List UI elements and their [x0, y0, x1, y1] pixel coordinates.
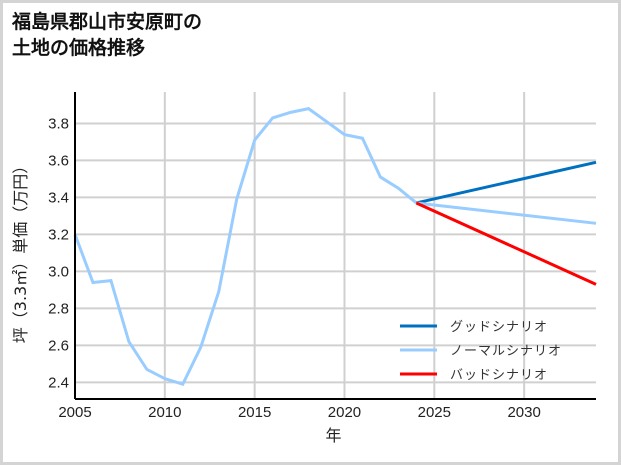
legend-label: ノーマルシナリオ — [450, 344, 562, 359]
y-tick-label: 2.6 — [48, 337, 69, 354]
y-tick-label: 3.4 — [48, 189, 69, 206]
y-tick-label: 3.2 — [48, 226, 69, 243]
x-axis-label: 年 — [325, 426, 341, 445]
chart-title-line2: 土地の価格推移 — [12, 37, 146, 59]
scenario-line — [416, 160, 597, 205]
y-axis-label: 坪（3.3㎡）単価（万円） — [11, 158, 30, 343]
scenario-line — [416, 201, 597, 225]
x-tick-label: 2015 — [238, 404, 271, 421]
x-tick-label: 2020 — [328, 404, 361, 421]
y-tick-label: 3.8 — [48, 115, 69, 132]
y-tick-label: 2.8 — [48, 300, 69, 317]
x-tick-label: 2005 — [58, 404, 91, 421]
x-tick-label: 2010 — [148, 404, 181, 421]
x-tick-label: 2030 — [507, 404, 540, 421]
scenario-line — [415, 201, 597, 286]
historical-line — [73, 107, 418, 387]
chart-title-line1: 福島県郡山市安原町の — [12, 11, 203, 33]
y-tick-label: 3.0 — [48, 263, 69, 280]
y-tick-label: 2.4 — [48, 374, 69, 391]
legend-label: グッドシナリオ — [450, 320, 548, 335]
chart-frame — [3, 3, 618, 462]
legend-label: バッドシナリオ — [450, 368, 548, 383]
y-tick-label: 3.6 — [48, 152, 69, 169]
chart-title: 福島県郡山市安原町の 土地の価格推移 — [12, 9, 202, 61]
x-tick-label: 2025 — [418, 404, 451, 421]
